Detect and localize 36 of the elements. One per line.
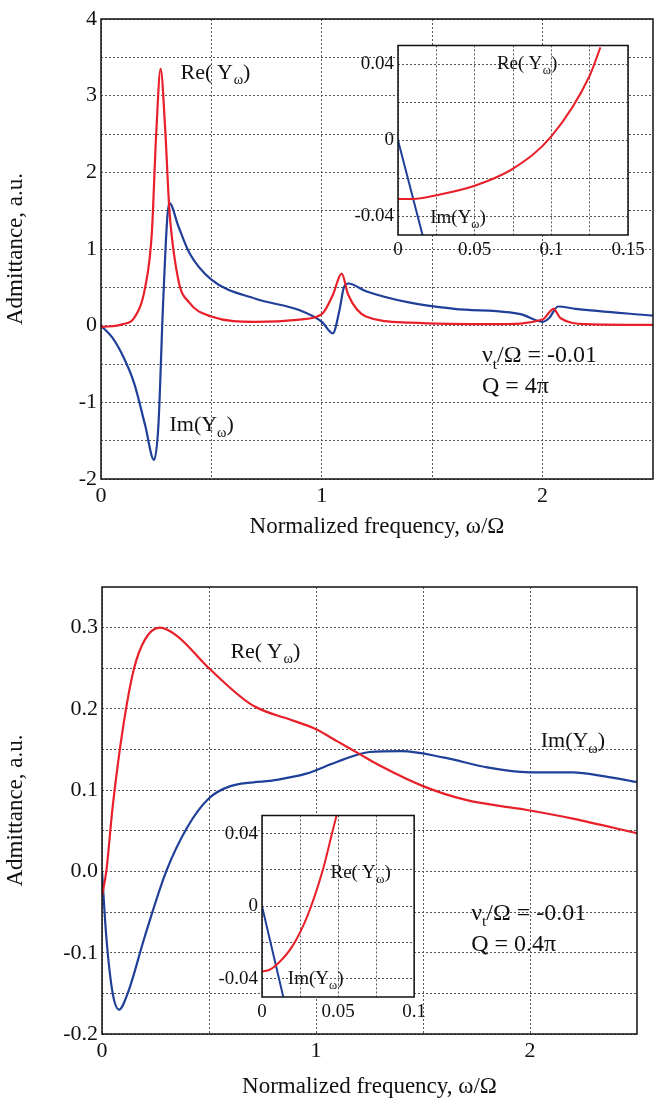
x-tick-label: 0.1 — [402, 1000, 426, 1022]
x-tick-label: 0.1 — [539, 238, 564, 260]
x-tick-label: 2 — [537, 481, 549, 507]
line-series — [101, 201, 653, 461]
y-tick-label: -0.1 — [63, 938, 98, 964]
x-axis-title: Normalized frequency, ω/Ω — [242, 1073, 497, 1099]
y-tick-label: 4 — [86, 4, 97, 30]
annotation: Q = 4π — [481, 372, 549, 399]
y-tick-label: 0.2 — [70, 694, 98, 720]
y-tick-label: 0.3 — [70, 613, 98, 639]
y-tick-label: 0 — [248, 894, 258, 916]
y-tick-label: 0 — [86, 311, 97, 337]
y-axis-title: Admittance, a.u. — [1, 172, 27, 326]
line-series — [102, 626, 637, 897]
y-tick-label: 0.1 — [70, 775, 98, 801]
y-tick-label: 0 — [384, 128, 394, 150]
annotation: Q = 0.4π — [471, 929, 557, 956]
y-tick-label: 0.04 — [224, 821, 259, 843]
y-tick-label: 0.04 — [360, 52, 395, 74]
y-tick-label: 0.0 — [70, 857, 98, 883]
y-tick-label: -0.04 — [354, 204, 395, 226]
y-tick-label: -2 — [78, 464, 97, 490]
y-tick-label: -1 — [78, 388, 97, 414]
x-tick-label: 0.15 — [611, 238, 645, 260]
y-tick-label: 2 — [86, 158, 97, 184]
y-tick-label: 3 — [86, 81, 97, 107]
y-tick-label: -0.04 — [218, 966, 259, 988]
line-series — [398, 46, 602, 200]
x-tick-label: 0.05 — [458, 238, 492, 260]
x-tick-label: 1 — [316, 481, 328, 507]
y-axis-title: Admittance, a.u. — [1, 734, 27, 887]
x-tick-label: 0.05 — [321, 1000, 355, 1022]
x-tick-label: 2 — [524, 1036, 536, 1062]
x-tick-label: 1 — [310, 1036, 322, 1062]
y-tick-label: -0.2 — [63, 1019, 98, 1045]
x-axis-title: Normalized frequency, ω/Ω — [249, 513, 505, 539]
